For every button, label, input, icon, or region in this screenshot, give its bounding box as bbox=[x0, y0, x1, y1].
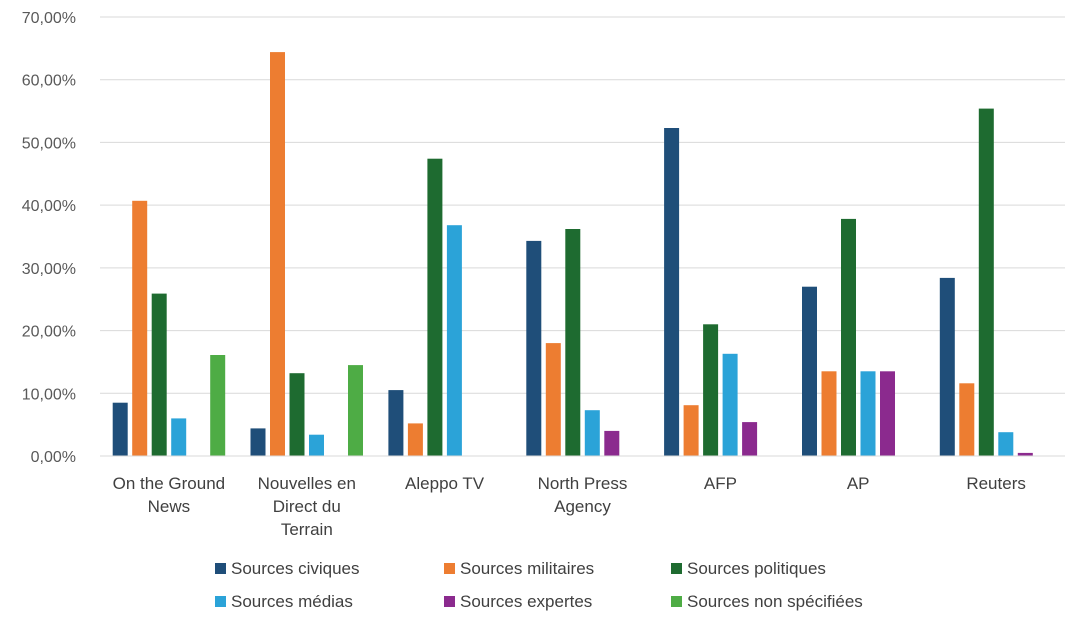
bar bbox=[841, 218, 856, 456]
x-category-label-line: North Press bbox=[538, 474, 628, 493]
bar bbox=[1017, 452, 1033, 456]
bar bbox=[112, 402, 128, 456]
bar bbox=[978, 108, 994, 456]
bar bbox=[427, 158, 443, 456]
bar bbox=[151, 293, 167, 456]
x-category-label: North Press Agency bbox=[538, 474, 628, 516]
bar bbox=[860, 371, 876, 456]
bar bbox=[683, 405, 699, 456]
y-tick-label: 40,00% bbox=[22, 198, 76, 215]
bar bbox=[880, 371, 895, 456]
legend-swatch bbox=[215, 563, 226, 574]
y-tick-label: 60,00% bbox=[22, 73, 76, 90]
bar bbox=[802, 286, 817, 456]
legend-item: Sources médias bbox=[215, 592, 353, 611]
x-axis-labels: On the Ground News Nouvelles en Direct du Te… bbox=[113, 474, 1026, 539]
x-category-label-line: AP bbox=[847, 474, 870, 493]
bar bbox=[998, 432, 1014, 456]
bar bbox=[446, 225, 462, 456]
legend-label: Sources expertes bbox=[460, 592, 592, 611]
legend-item: Sources expertes bbox=[444, 592, 592, 611]
legend-label: Sources médias bbox=[231, 592, 353, 611]
bar bbox=[210, 355, 226, 456]
bar bbox=[939, 277, 955, 456]
legend-swatch bbox=[444, 563, 455, 574]
legend-label: Sources civiques bbox=[231, 559, 360, 578]
bar bbox=[565, 229, 581, 456]
legend-swatch bbox=[671, 563, 682, 574]
y-tick-label: 70,00% bbox=[22, 10, 76, 27]
bar bbox=[289, 373, 305, 456]
x-category-label: Nouvelles en Direct du Terrain bbox=[258, 474, 356, 539]
x-category-label: On the Ground News bbox=[113, 474, 225, 516]
bar bbox=[526, 240, 542, 456]
y-tick-label: 10,00% bbox=[22, 386, 76, 403]
x-category-label-line: Terrain bbox=[281, 520, 333, 539]
x-category-label-line: AFP bbox=[704, 474, 737, 493]
x-category-label: AP bbox=[847, 474, 870, 493]
x-category-label-line: Direct du bbox=[273, 497, 341, 516]
legend-item: Sources politiques bbox=[671, 559, 826, 578]
bar bbox=[545, 343, 561, 456]
bar bbox=[742, 422, 758, 456]
legend-item: Sources civiques bbox=[215, 559, 360, 578]
legend-item: Sources non spécifiées bbox=[671, 592, 863, 611]
x-category-label-line: Nouvelles en bbox=[258, 474, 356, 493]
bar bbox=[959, 383, 975, 456]
x-category-label: AFP bbox=[704, 474, 737, 493]
x-category-label-line: Agency bbox=[554, 497, 611, 516]
bar bbox=[348, 365, 363, 456]
x-category-label-line: On the Ground bbox=[113, 474, 225, 493]
x-category-label-line: News bbox=[148, 497, 191, 516]
bar bbox=[132, 200, 148, 456]
legend-label: Sources non spécifiées bbox=[687, 592, 863, 611]
legend-label: Sources politiques bbox=[687, 559, 826, 578]
bar bbox=[664, 128, 680, 456]
y-axis-ticks: 0,00% 10,00% 20,00% 30,00% 40,00% 50,00% 60,00… bbox=[22, 10, 76, 466]
bar bbox=[270, 52, 285, 456]
bar bbox=[250, 428, 266, 456]
x-category-label-line: Aleppo TV bbox=[405, 474, 485, 493]
y-tick-label: 0,00% bbox=[31, 449, 76, 466]
gridlines bbox=[100, 16, 1065, 394]
bar bbox=[821, 371, 837, 456]
legend-swatch bbox=[671, 596, 682, 607]
bar bbox=[171, 418, 187, 456]
x-category-label-line: Reuters bbox=[966, 474, 1026, 493]
y-tick-label: 20,00% bbox=[22, 324, 76, 341]
y-tick-label: 30,00% bbox=[22, 261, 76, 278]
bar bbox=[722, 353, 738, 456]
legend-label: Sources militaires bbox=[460, 559, 594, 578]
bar bbox=[703, 324, 719, 456]
bar bbox=[309, 434, 324, 456]
x-category-label: Aleppo TV bbox=[405, 474, 485, 493]
x-category-label: Reuters bbox=[966, 474, 1026, 493]
y-tick-label: 50,00% bbox=[22, 135, 76, 152]
legend-swatch bbox=[215, 596, 226, 607]
legend: Sources civiques Sources militaires Source… bbox=[215, 559, 863, 611]
bar bbox=[584, 410, 600, 456]
bar bbox=[407, 423, 423, 456]
bar bbox=[604, 430, 620, 456]
legend-item: Sources militaires bbox=[444, 559, 594, 578]
bar bbox=[388, 390, 404, 456]
legend-swatch bbox=[444, 596, 455, 607]
bars bbox=[112, 52, 1033, 456]
